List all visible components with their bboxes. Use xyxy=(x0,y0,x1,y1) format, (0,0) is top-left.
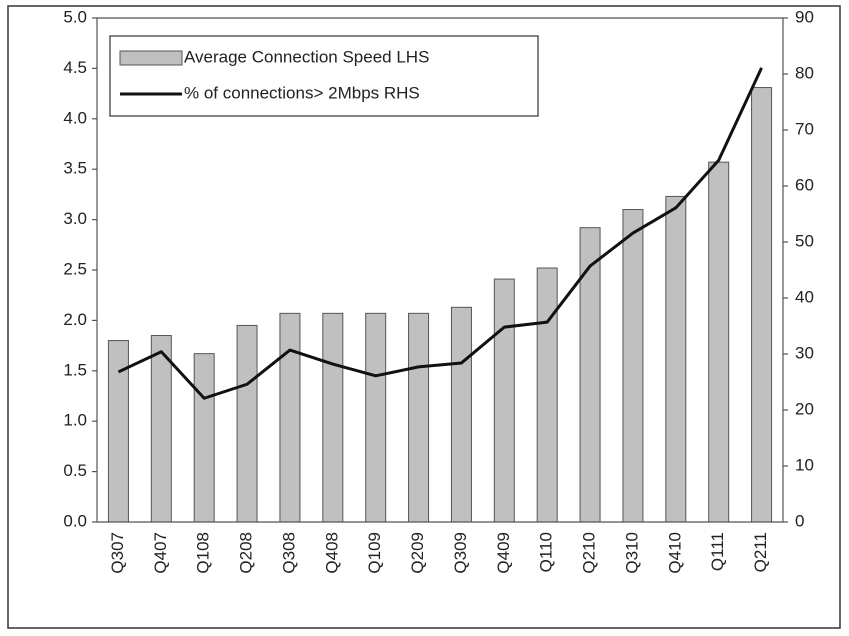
bar xyxy=(708,161,730,523)
x-tick-label: Q210 xyxy=(580,532,599,574)
line xyxy=(117,67,763,400)
y2-tick-label: 0 xyxy=(795,511,804,530)
bar xyxy=(622,209,644,523)
y2-tick-label: 80 xyxy=(795,63,814,82)
x-tick-label: Q408 xyxy=(322,532,341,574)
legend-label: % of connections> 2Mbps RHS xyxy=(184,83,420,102)
y2-tick-label: 10 xyxy=(795,455,814,474)
y-tick-label: 0.0 xyxy=(63,511,87,530)
y-tick-label: 2.0 xyxy=(63,310,87,329)
bar xyxy=(279,312,301,523)
x-tick-label: Q208 xyxy=(237,532,256,574)
x-tick-label: Q209 xyxy=(408,532,427,574)
legend-label: Average Connection Speed LHS xyxy=(184,47,429,66)
legend-swatch xyxy=(119,50,183,66)
bar xyxy=(408,312,430,523)
y-tick-label: 1.0 xyxy=(63,411,87,430)
x-tick-label: Q110 xyxy=(537,532,556,572)
bar xyxy=(450,306,472,523)
x-tick-label: Q109 xyxy=(365,532,384,574)
x-tick-label: Q308 xyxy=(279,532,298,574)
y-tick-label: 1.5 xyxy=(63,360,87,379)
y-tick-label: 2.5 xyxy=(63,259,87,278)
x-tick-label: Q307 xyxy=(108,532,127,574)
y2-tick-label: 30 xyxy=(795,343,814,362)
y-tick-label: 3.0 xyxy=(63,209,87,228)
x-tick-label: Q310 xyxy=(622,532,641,574)
bar xyxy=(322,312,344,523)
bar xyxy=(493,278,515,523)
y-tick-label: 0.5 xyxy=(63,461,87,480)
legend-box xyxy=(109,35,539,117)
legend: Average Connection Speed LHS % of connect… xyxy=(109,35,539,117)
y2-tick-label: 70 xyxy=(795,119,814,138)
y2-tick-label: 40 xyxy=(795,287,814,306)
x-tick-label: Q211 xyxy=(751,532,770,572)
y2-tick-label: 90 xyxy=(795,7,814,26)
y-tick-label: 4.5 xyxy=(63,58,87,77)
y2-tick-label: 20 xyxy=(795,399,814,418)
bar xyxy=(150,335,172,523)
bar xyxy=(365,312,387,523)
x-tick-label: Q108 xyxy=(194,532,213,574)
y-tick-label: 3.5 xyxy=(63,159,87,178)
y-tick-label: 5.0 xyxy=(63,7,87,26)
bar xyxy=(236,324,258,523)
bar xyxy=(579,227,601,523)
x-tick-label: Q111 xyxy=(708,532,727,571)
y2-tick-label: 60 xyxy=(795,175,814,194)
bar xyxy=(193,353,215,523)
bar xyxy=(536,267,558,523)
x-tick-label: Q309 xyxy=(451,532,470,574)
chart-frame xyxy=(7,5,841,629)
y2-tick-label: 50 xyxy=(795,231,814,250)
x-tick-label: Q407 xyxy=(151,532,170,574)
y-tick-label: 4.0 xyxy=(63,108,87,127)
bar xyxy=(665,195,687,523)
x-tick-label: Q410 xyxy=(665,532,684,574)
x-tick-label: Q409 xyxy=(494,532,513,574)
bar xyxy=(751,87,773,523)
